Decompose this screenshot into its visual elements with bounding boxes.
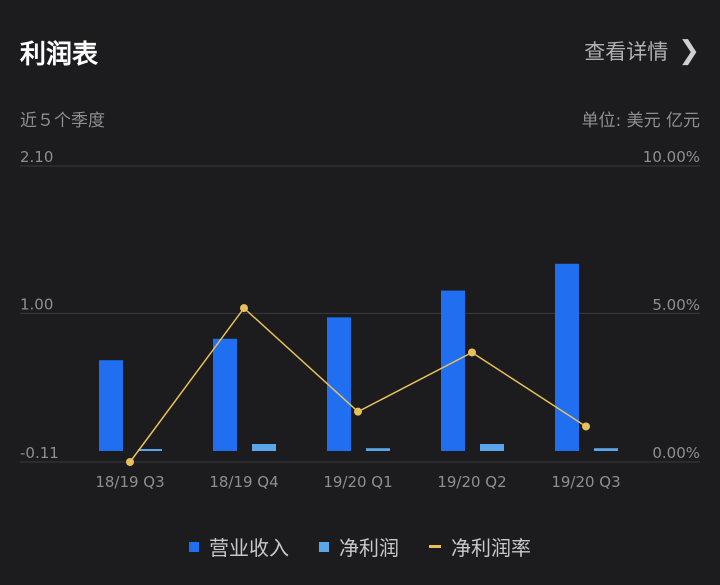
point-net-margin [126,458,134,466]
line-net-margin [129,306,587,463]
page-title: 利润表 [20,40,99,70]
bar-revenue [213,338,237,451]
legend-item-net-margin[interactable]: 净利润率 [429,532,531,561]
x-tick-label: 19/20 Q2 [437,473,506,491]
bar-revenue [327,317,351,451]
y-left-tick-label: 2.10 [20,148,53,166]
bar-net-profit [252,444,276,451]
y-left-tick-label: -0.11 [20,444,59,462]
legend-label-net-margin: 净利润率 [451,536,531,560]
profit-chart: 2.10 1.00 -0.11 10.00% 5.00% 0.00% 18/19 Q3 18/… [20,148,700,491]
bar-revenue [441,290,465,451]
legend-swatch-net-margin [429,545,441,548]
period-subtitle: 近５个季度 [20,111,105,131]
legend-swatch-net-profit [319,541,329,552]
point-net-margin [468,348,476,357]
bar-net-profit [366,448,390,451]
legend-label-net-profit: 净利润 [339,536,399,560]
bar-revenue [99,360,123,451]
bar-revenue [555,263,579,451]
view-details-link[interactable]: 查看详情 ❯ [584,36,700,66]
point-net-margin [354,407,362,416]
y-left-tick-label: 1.00 [20,295,53,313]
legend-swatch-revenue [189,541,199,552]
x-tick-label: 18/19 Q3 [95,473,164,491]
x-tick-label: 19/20 Q1 [323,473,392,491]
view-details-label: 查看详情 [584,40,669,64]
legend-label-revenue: 营业收入 [209,536,289,560]
bar-net-profit [480,444,504,451]
y-right-tick-label: 5.00% [652,296,700,314]
chevron-right-icon: ❯ [678,36,700,66]
x-tick-label: 19/20 Q3 [551,473,620,491]
legend-item-revenue[interactable]: 营业收入 [189,532,289,561]
chart-legend: 营业收入 净利润 净利润率 [0,532,720,561]
point-net-margin [240,304,248,313]
y-right-tick-label: 0.00% [652,444,700,462]
bar-net-profit [138,449,162,451]
bar-net-profit [594,448,618,451]
y-right-tick-label: 10.00% [643,148,700,166]
unit-label: 单位: 美元 亿元 [581,111,700,131]
legend-item-net-profit[interactable]: 净利润 [319,532,399,561]
x-tick-label: 18/19 Q4 [209,473,278,491]
point-net-margin [582,422,590,431]
